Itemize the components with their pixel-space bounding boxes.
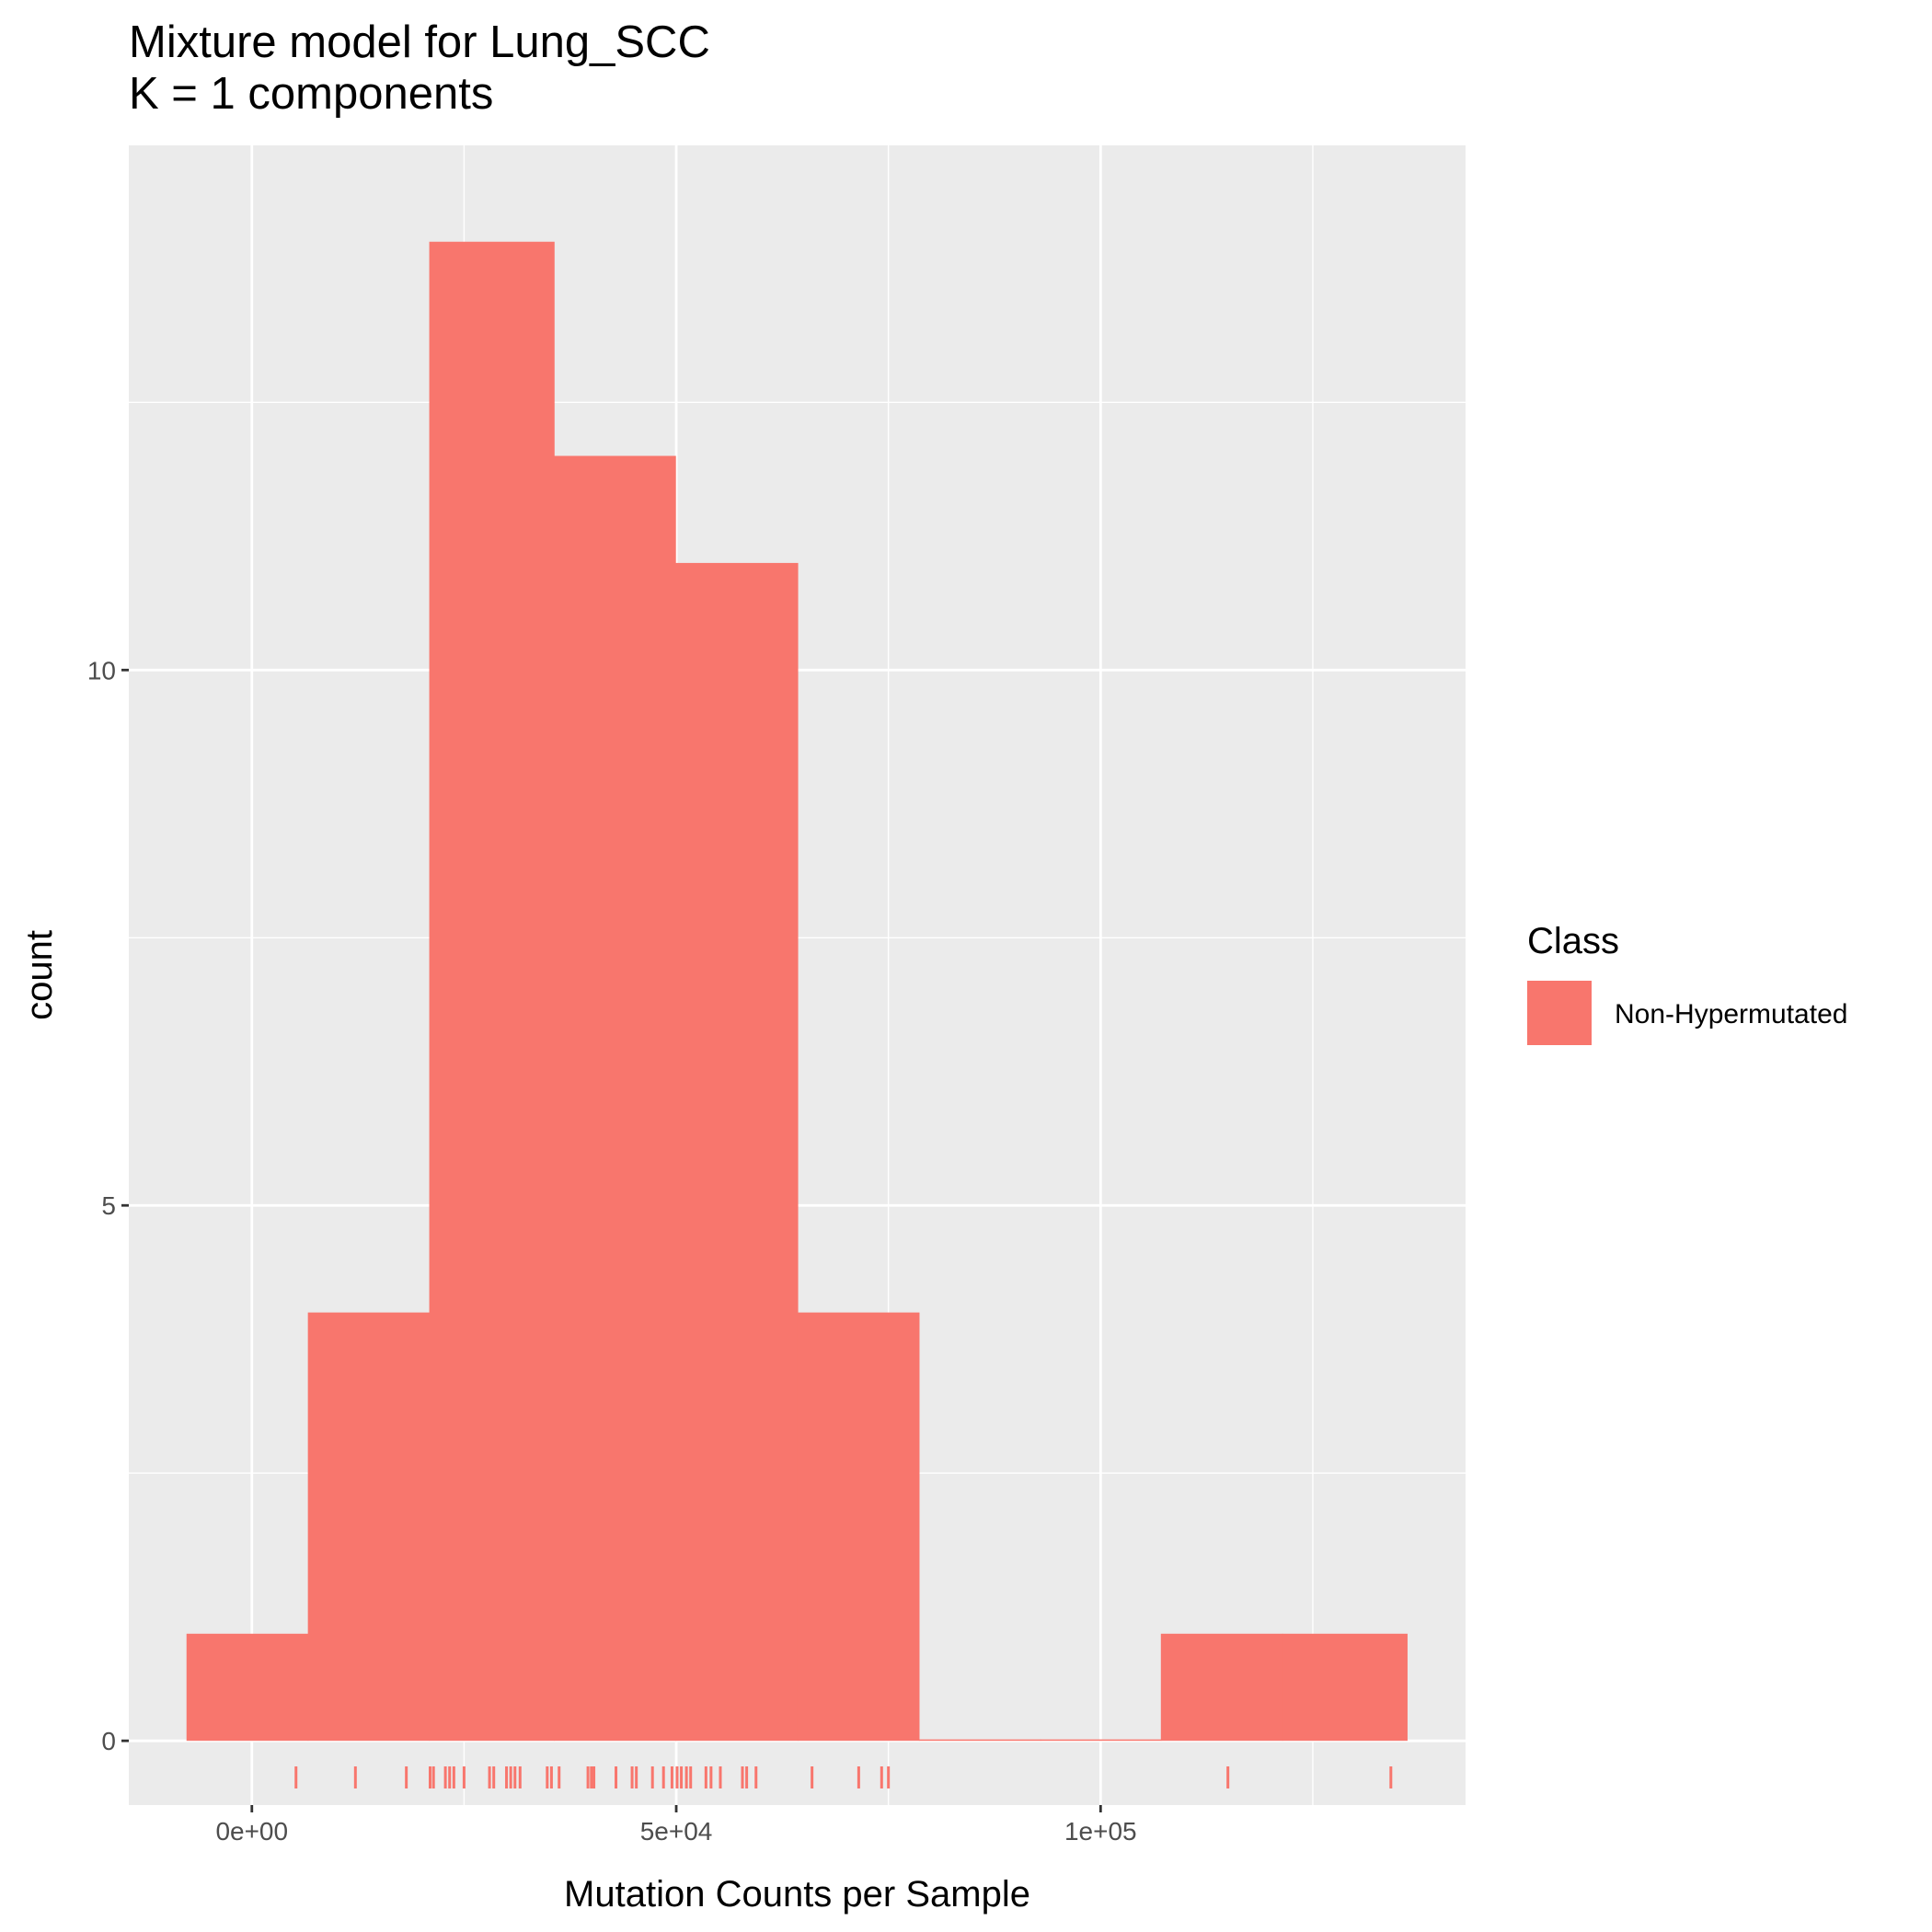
histogram-bar: [554, 455, 676, 1742]
legend-key-swatch: [1527, 981, 1592, 1045]
histogram-bar: [918, 1739, 1041, 1742]
histogram-bar: [675, 562, 799, 1742]
x-tick-label: 0e+00: [215, 1817, 288, 1846]
y-tick-label: 5: [101, 1191, 116, 1220]
histogram-bar: [1282, 1633, 1408, 1742]
y-tick-label: 0: [101, 1727, 116, 1755]
axes: 0 5 10 0e+00 5e+04 1e+05: [87, 656, 1137, 1846]
y-tick-label: 10: [87, 656, 116, 684]
histogram-bar: [186, 1633, 309, 1742]
legend: Class Non-Hypermutated: [1527, 921, 1847, 1045]
chart-subtitle: K = 1 components: [129, 69, 494, 119]
rug-marks: [294, 1766, 1393, 1788]
title-block: Mixture model for Lung_SCC K = 1 compone…: [129, 17, 710, 120]
histogram-bar: [429, 241, 555, 1742]
x-axis-title: Mutation Counts per Sample: [564, 1874, 1030, 1915]
legend-title: Class: [1527, 921, 1619, 961]
chart-title: Mixture model for Lung_SCC: [129, 17, 710, 67]
x-tick-label: 5e+04: [640, 1817, 713, 1846]
legend-label: Non-Hypermutated: [1615, 999, 1847, 1029]
histogram-bars: [186, 241, 1408, 1742]
y-axis-title: count: [19, 930, 60, 1020]
histogram-bar: [307, 1312, 431, 1742]
histogram-bar: [797, 1312, 920, 1742]
histogram-bar: [1160, 1633, 1283, 1742]
histogram-bar: [1040, 1739, 1162, 1742]
x-tick-label: 1e+05: [1064, 1817, 1137, 1846]
